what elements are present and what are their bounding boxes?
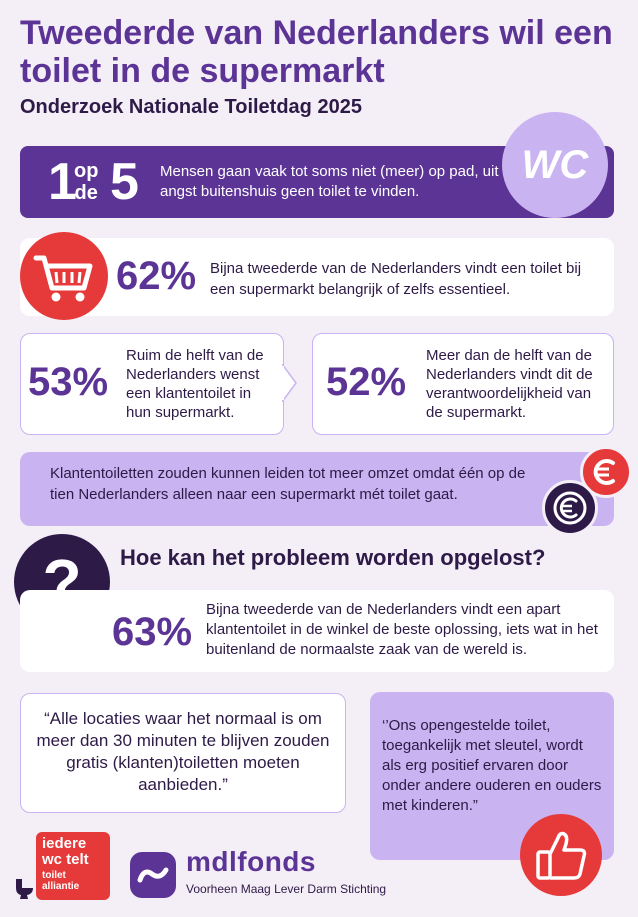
page-title: Tweederde van Nederlanders wil een toile… (20, 14, 613, 90)
stat-63-value: 63% (112, 610, 193, 654)
stat-53-value: 53% (28, 360, 109, 404)
banner-de: de (74, 182, 98, 204)
iedere-wc-telt-sub: toilet alliantie (42, 870, 80, 892)
banner-op-de: op de (74, 160, 98, 204)
speech-pointer-icon (282, 364, 297, 402)
stat-52-card (312, 333, 614, 435)
banner-number-five: 5 (110, 153, 139, 211)
mdl-fonds-subtitle: Voorheen Maag Lever Darm Stichting (186, 882, 387, 896)
revenue-card (20, 452, 614, 526)
euro-dark-icon (542, 480, 598, 536)
stat-63-text: Bijna tweederde van de Nederlanders vind… (206, 601, 598, 658)
stat-62-text: Bijna tweederde van de Nederlanders vind… (210, 260, 582, 298)
stat-53-text: Ruim de helft van de Nederlanders wenst … (126, 347, 264, 421)
stat-52-text: Meer dan de helft van de Nederlanders vi… (426, 347, 593, 421)
quote-right-text: ‘’Ons opengestelde toilet, toegankelijk … (382, 717, 602, 814)
stat-53-card (20, 333, 284, 435)
banner-op: op (74, 160, 99, 182)
quote-left-text: “Alle locaties waar het normaal is om me… (36, 709, 330, 794)
wc-badge-icon: WC (502, 112, 608, 218)
mdl-fonds-logo-icon (130, 852, 176, 898)
solution-question: Hoe kan het probleem worden opgelost? (120, 545, 546, 570)
iedere-wc-telt-main: iedere wc telt (42, 835, 89, 868)
stat-62-value: 62% (116, 254, 197, 298)
stat-52-value: 52% (326, 360, 407, 404)
shopping-cart-icon (20, 232, 108, 320)
iedere-wc-telt-logo: iedere wc telt toilet alliantie (36, 832, 110, 900)
toilet-icon (16, 879, 33, 899)
banner-text: Mensen gaan vaak tot soms niet (meer) op… (160, 163, 499, 200)
revenue-text: Klantentoiletten zouden kunnen leiden to… (50, 465, 526, 503)
page-subtitle: Onderzoek Nationale Toiletdag 2025 (20, 96, 362, 118)
banner-number-one: 1 (48, 153, 77, 211)
stat-63-card (20, 590, 614, 672)
stat-62-card (20, 238, 614, 316)
thumbs-up-icon (520, 814, 602, 896)
quote-left-card (20, 693, 346, 813)
mdl-fonds-name: mdlfonds (186, 846, 316, 877)
